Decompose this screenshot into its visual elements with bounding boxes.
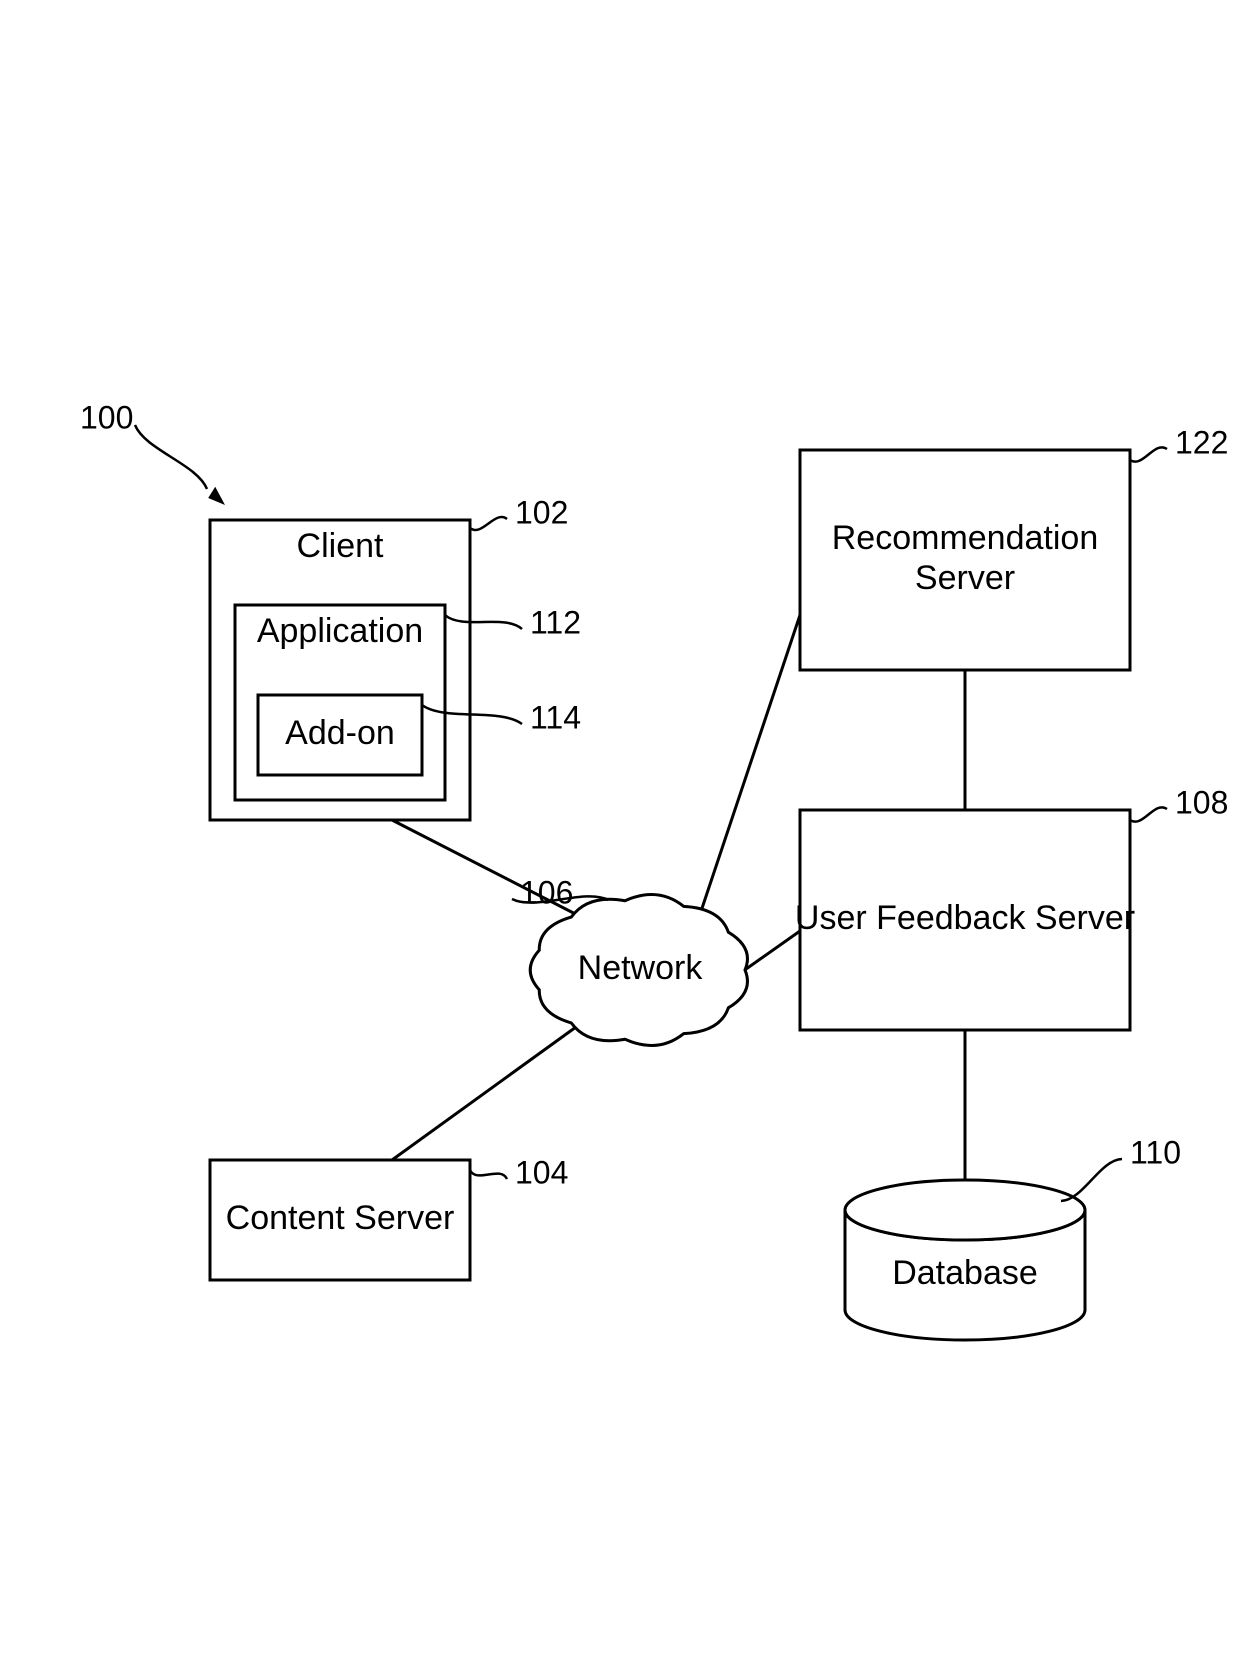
database-label: Database (892, 1254, 1038, 1292)
ref-app-num: 112 (530, 604, 581, 640)
ufb_server-label: User Feedback Server (795, 899, 1135, 937)
content_server-label: Content Server (226, 1199, 455, 1237)
ref-content (470, 1170, 507, 1179)
ref-addon-num: 114 (530, 699, 581, 735)
rec_server-label-line-1: Server (915, 559, 1015, 597)
ref-db-num: 110 (1130, 1134, 1181, 1170)
network-cloud: Network (530, 894, 747, 1045)
client-label: Client (297, 527, 384, 565)
ref-ufb-num: 108 (1175, 784, 1228, 820)
ufb_server-box: User Feedback Server (795, 810, 1135, 1030)
ref-ufb (1130, 807, 1167, 821)
database-cylinder: Database (845, 1180, 1085, 1340)
content_server-box: Content Server (210, 1160, 470, 1280)
ref-client-num: 102 (515, 494, 568, 530)
rec_server-box: RecommendationServer (800, 450, 1130, 670)
rec_server-label-line-0: Recommendation (832, 519, 1098, 557)
addon-box: Add-on (258, 695, 422, 775)
edge (392, 1023, 582, 1161)
network-label: Network (578, 949, 704, 987)
ref-client (470, 517, 507, 530)
ref-rec (1130, 447, 1167, 461)
ref-rec-num: 122 (1175, 424, 1228, 460)
addon-label: Add-on (285, 714, 395, 752)
arrowhead-icon (208, 487, 225, 505)
application-label: Application (257, 612, 423, 650)
ref-fig-num: 100 (80, 399, 133, 435)
edge (740, 931, 800, 974)
edge (698, 615, 800, 921)
ref-fig: 100 (80, 399, 225, 505)
ref-content-num: 104 (515, 1154, 568, 1190)
ref-net-num: 106 (520, 874, 573, 910)
